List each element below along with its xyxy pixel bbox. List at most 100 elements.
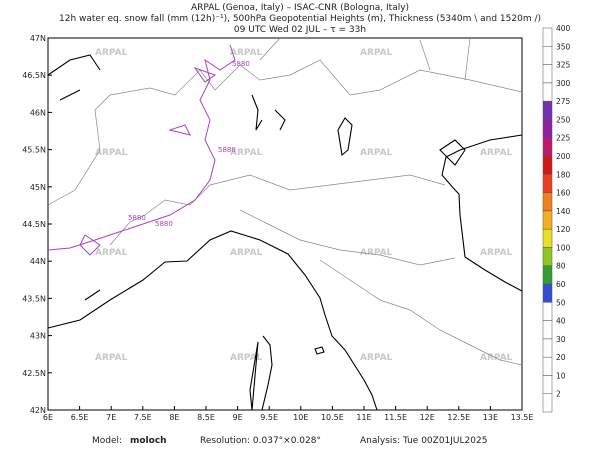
lon-label: 10E [293, 413, 308, 422]
colorbar-label: 400 [556, 24, 571, 33]
colorbar-swatch [542, 64, 553, 84]
colorbar-label: 50 [556, 298, 566, 307]
lat-label: 43.5N [22, 294, 46, 303]
lake [251, 94, 286, 131]
lake [47, 54, 101, 301]
watermark: ARPAL [480, 248, 513, 258]
colorbar-swatch [542, 247, 553, 266]
colorbar-swatch [542, 356, 553, 376]
lon-label: 9E [233, 413, 243, 422]
colorbar: 2 10 20 30 40 50 60 80 100 120 140 160 180 200 225 250 2… [542, 24, 571, 413]
watermark: ARPAL [360, 148, 393, 158]
contour-5880 [79, 67, 217, 256]
lon-label: 8.5E [197, 413, 215, 422]
lon-label: 7.5E [134, 413, 152, 422]
lagoon [439, 139, 466, 166]
colorbar-swatch [542, 338, 553, 358]
lon-label: 6.5E [71, 413, 89, 422]
colorbar-swatch [542, 46, 553, 65]
colorbar-swatch [542, 375, 553, 394]
colorbar-label: 180 [556, 170, 571, 179]
lat-label: 46.5N [22, 71, 46, 80]
colorbar-label: 80 [556, 262, 566, 271]
lon-label: 9.5E [260, 413, 278, 422]
lon-label: 7E [106, 413, 116, 422]
lake [337, 117, 353, 157]
watermark: ARPAL [230, 148, 263, 158]
colorbar-swatch [542, 393, 553, 413]
watermark: ARPAL [360, 248, 393, 258]
watermark: ARPAL [95, 148, 128, 158]
colorbar-swatch [542, 283, 553, 303]
lon-label: 13E [483, 413, 498, 422]
coastline [47, 230, 378, 411]
watermark: ARPAL [95, 48, 128, 58]
colorbar-swatch [542, 302, 553, 321]
colorbar-label: 350 [556, 42, 571, 51]
footer-model-label: Model: [92, 436, 122, 446]
colorbar-swatch [542, 119, 553, 138]
watermark: ARPAL [230, 48, 263, 58]
colorbar-label: 10 [556, 371, 566, 380]
colorbar-label: 250 [556, 115, 571, 124]
lat-label: 43N [30, 332, 46, 341]
lat-label: 45.5N [22, 146, 46, 155]
lat-label: 47N [30, 34, 46, 43]
colorbar-label: 300 [556, 79, 571, 88]
watermark: ARPAL [360, 353, 393, 363]
colorbar-label: 275 [556, 97, 571, 106]
lat-label: 46N [30, 108, 46, 117]
lon-label: 11E [356, 413, 371, 422]
region-border [239, 209, 456, 266]
title: ARPAL (Genoa, Italy) – ISAC-CNR (Bologna… [191, 3, 409, 13]
colorbar-swatch [542, 137, 553, 157]
colorbar-label: 225 [556, 134, 571, 143]
footer-resolution: Resolution: 0.037°×0.028° [200, 436, 321, 446]
colorbar-label: 30 [556, 335, 566, 344]
lon-label: 8E [169, 413, 179, 422]
lon-label: 10.5E [321, 413, 344, 422]
watermark: ARPAL [95, 248, 128, 258]
subtitle: 12h water eq. snow fall (mm (12h)⁻¹), 50… [59, 14, 541, 24]
contour-label: 5880 [232, 60, 250, 68]
colorbar-swatch [542, 265, 553, 285]
lat-label: 45N [30, 183, 46, 192]
colorbar-swatch [542, 100, 553, 120]
island [314, 346, 325, 355]
colorbar-label: 20 [556, 353, 566, 362]
island [249, 335, 273, 411]
map-frame [47, 37, 523, 411]
colorbar-label: 140 [556, 207, 571, 216]
colorbar-label: 160 [556, 189, 571, 198]
colorbar-label: 100 [556, 243, 571, 252]
coastline [441, 134, 523, 292]
watermark: ARPAL [230, 248, 263, 258]
lat-label: 44.5N [22, 220, 46, 229]
lat-label: 42N [30, 406, 46, 415]
colorbar-swatch [542, 192, 553, 212]
border [47, 59, 523, 206]
colorbar-swatch [542, 155, 553, 175]
contour-label: 5880 [128, 214, 146, 222]
colorbar-swatch [542, 82, 553, 102]
colorbar-label: 325 [556, 61, 571, 70]
contour-label: 5880 [218, 146, 236, 154]
contour-label: 5880 [155, 220, 173, 228]
footer-analysis: Analysis: Tue 00Z01JUL2025 [360, 436, 487, 446]
region-border [319, 259, 523, 366]
colorbar-swatch [542, 320, 553, 340]
colorbar-label: 40 [556, 317, 566, 326]
colorbar-swatch [542, 210, 553, 230]
lon-label: 6E [43, 413, 53, 422]
contour-5880 [47, 44, 236, 251]
border [259, 37, 471, 81]
colorbar-label: 200 [556, 152, 571, 161]
colorbar-swatch [542, 27, 553, 47]
lat-label: 42.5N [22, 369, 46, 378]
colorbar-label: 2 [556, 390, 561, 399]
lon-label: 12.5E [447, 413, 470, 422]
lon-label: 13.5E [511, 413, 534, 422]
watermark: ARPAL [230, 353, 263, 363]
